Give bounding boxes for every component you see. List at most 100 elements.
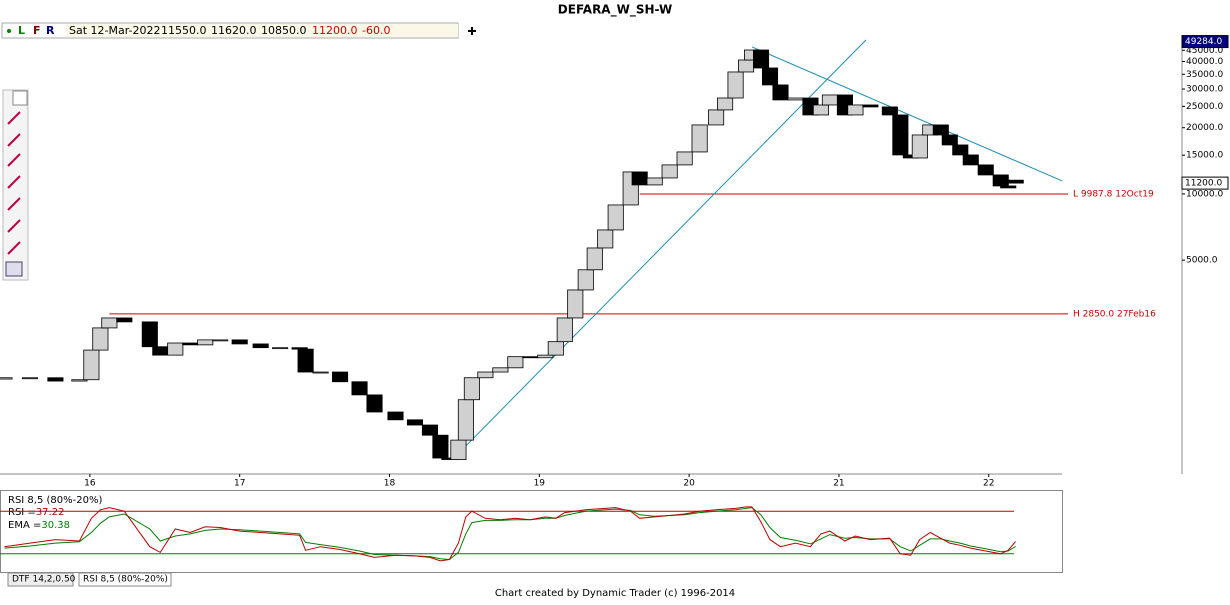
candle xyxy=(847,104,864,116)
tab-label[interactable]: RSI 8,5 (80%-20%) xyxy=(83,575,168,585)
candle xyxy=(21,377,39,380)
candle xyxy=(432,434,449,459)
add-button[interactable] xyxy=(468,27,476,35)
candle xyxy=(152,346,169,356)
candle xyxy=(252,343,269,349)
candle xyxy=(351,381,368,396)
candle xyxy=(941,134,958,146)
candle xyxy=(1007,179,1024,184)
candle xyxy=(141,321,158,348)
rsi-title: RSI 8,5 (80%-20%) xyxy=(8,495,102,506)
status-dot xyxy=(7,29,11,33)
button-l[interactable]: L xyxy=(18,24,25,37)
candle xyxy=(297,348,314,373)
x-tick-label: 22 xyxy=(983,479,994,489)
candle xyxy=(83,349,100,381)
button-f[interactable]: F xyxy=(33,24,41,37)
candle xyxy=(463,377,480,401)
candle xyxy=(507,356,524,369)
legend-value: 30.38 xyxy=(41,520,70,531)
candle xyxy=(522,356,539,359)
candle xyxy=(911,134,928,159)
candle xyxy=(752,49,770,69)
candle xyxy=(691,124,708,153)
candle xyxy=(992,174,1009,187)
quote-date: Sat 12-Mar-2022 xyxy=(69,24,161,37)
tab[interactable] xyxy=(78,572,172,587)
candle xyxy=(577,269,594,291)
candle xyxy=(387,411,404,421)
candle xyxy=(450,439,467,460)
x-tick-label: 17 xyxy=(234,479,245,489)
quote-low: 10850.0 xyxy=(261,24,307,37)
tool-close[interactable] xyxy=(12,90,28,106)
candle xyxy=(597,229,614,249)
candle xyxy=(772,84,789,101)
candle xyxy=(272,347,289,350)
x-tick-label: 18 xyxy=(384,479,396,489)
candle xyxy=(962,154,979,166)
candle xyxy=(197,339,214,346)
candle xyxy=(586,247,603,271)
candle xyxy=(477,371,494,379)
y-tick-label: 15000.0 xyxy=(1186,151,1223,161)
level-label: H 2850.0 27Feb16 xyxy=(1073,309,1156,319)
candle xyxy=(556,317,573,343)
candle xyxy=(0,377,13,380)
button-r[interactable]: R xyxy=(46,24,55,37)
candle xyxy=(92,327,109,351)
candle xyxy=(1000,185,1017,189)
candle xyxy=(421,424,438,436)
candle xyxy=(366,394,383,413)
tab[interactable] xyxy=(7,572,74,587)
candle xyxy=(406,419,424,426)
candle xyxy=(952,144,969,156)
x-tick-label: 16 xyxy=(84,479,96,489)
candle xyxy=(661,164,678,179)
candle xyxy=(116,317,133,323)
x-tick-label: 20 xyxy=(683,479,695,489)
candle xyxy=(932,124,949,136)
candle xyxy=(708,109,725,126)
x-tick-label: 19 xyxy=(534,479,546,489)
candle xyxy=(977,164,994,176)
tool-pt[interactable] xyxy=(5,261,23,277)
quote-open: 11550.0 xyxy=(161,24,207,37)
price-marker xyxy=(1181,176,1229,190)
tab-label[interactable]: DTF 14,2,0.50 xyxy=(12,575,76,585)
series-line xyxy=(4,506,1016,562)
quote-change: -60.0 xyxy=(362,24,390,37)
candle xyxy=(607,204,624,231)
legend-rsi: RSI =37.22 xyxy=(8,507,64,518)
legend-name: EMA = xyxy=(8,520,41,531)
y-tick-label: 40000.0 xyxy=(1186,57,1223,67)
quote-box xyxy=(66,24,458,37)
candle xyxy=(101,317,118,329)
y-tick-label: 35000.0 xyxy=(1186,70,1223,80)
price-marker-label: 49284.0 xyxy=(1185,37,1222,47)
candle xyxy=(212,339,229,342)
x-tick-label: 21 xyxy=(833,479,844,489)
legend-value: 37.22 xyxy=(36,507,65,518)
candle xyxy=(182,342,199,346)
candle xyxy=(862,104,879,108)
legend-name: RSI = xyxy=(8,507,36,518)
price-marker xyxy=(1181,35,1229,49)
y-tick-label: 25000.0 xyxy=(1186,102,1223,112)
candle xyxy=(231,339,248,345)
chart-title: DEFARA_W_SH-W xyxy=(558,3,672,18)
legend-ema: EMA =30.38 xyxy=(8,520,70,531)
trendline xyxy=(452,39,867,460)
candle xyxy=(646,177,663,186)
footer: Chart created by Dynamic Trader (c) 1996… xyxy=(495,588,735,599)
candle xyxy=(312,371,329,374)
tool-icons[interactable] xyxy=(7,111,21,255)
y-tick-label: 5000.0 xyxy=(1186,256,1218,266)
quote-high: 11620.0 xyxy=(211,24,257,37)
candle xyxy=(167,342,184,356)
candle xyxy=(761,67,779,86)
candle xyxy=(787,97,804,101)
